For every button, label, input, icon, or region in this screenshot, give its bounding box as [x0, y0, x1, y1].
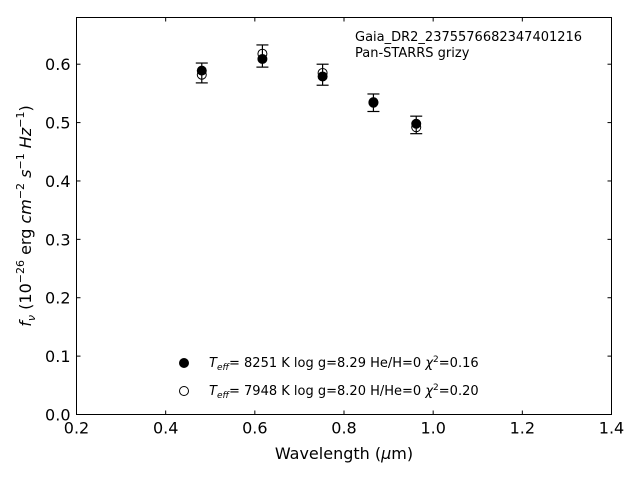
- x-tick-label: 1.2: [510, 419, 535, 438]
- point-filled: [257, 53, 268, 64]
- point-filled: [411, 118, 422, 129]
- plot-frame: [76, 17, 612, 415]
- x-axis: 0.2 0.4 0.6 0.8 1.0 1.2 1.4: [64, 17, 624, 438]
- y-axis-label: fν (10−26 erg cm−2 s−1 Hz−1): [14, 105, 38, 326]
- x-tick-label: 0.2: [64, 419, 89, 438]
- y-tick-label: 0.6: [45, 55, 70, 74]
- legend-marker-filled: [179, 358, 189, 368]
- legend-marker-open: [179, 386, 189, 396]
- x-axis-label: Wavelength (μm): [275, 444, 413, 463]
- x-tick-label: 1.4: [599, 419, 624, 438]
- legend-comp-2: H/He=0: [370, 384, 421, 399]
- x-tick-label: 1.0: [420, 419, 445, 438]
- point-open: [257, 48, 268, 59]
- x-tick-label: 0.6: [242, 419, 267, 438]
- y-tick-label: 0.2: [45, 289, 70, 308]
- legend-entry-2: Teff= 7948 K log g=8.20 H/He=0 χ2=0.20: [179, 383, 479, 401]
- y-tick-label: 0.1: [45, 347, 70, 366]
- legend-entry-1: Teff= 8251 K log g=8.29 He/H=0 χ2=0.16: [179, 355, 479, 373]
- legend-comp-1: He/H=0: [370, 356, 421, 371]
- annotation-star-id: Gaia_DR2_2375576682347401216: [355, 30, 582, 45]
- legend-label-2: Teff= 7948 K log g=8.20 H/He=0 χ2=0.20: [209, 383, 479, 401]
- legend-chi-1: =0.16: [439, 356, 479, 371]
- point-filled: [317, 71, 328, 82]
- legend: Teff= 8251 K log g=8.29 He/H=0 χ2=0.16 T…: [179, 355, 479, 401]
- y-tick-label: 0.4: [45, 172, 70, 191]
- point-open: [368, 97, 379, 108]
- point-open: [196, 69, 207, 80]
- x-tick-label: 0.4: [153, 419, 178, 438]
- x-tick-label: 0.8: [331, 419, 356, 438]
- y-tick-label: 0.0: [45, 406, 70, 425]
- y-tick-label: 0.5: [45, 114, 70, 133]
- y-axis: 0.0 0.1 0.2 0.3 0.4 0.5 0.6: [45, 55, 612, 425]
- y-tick-label: 0.3: [45, 230, 70, 249]
- legend-logg-2: log g=8.20: [294, 384, 366, 399]
- annotation-survey: Pan-STARRS grizy: [355, 46, 470, 61]
- legend-chi-2: =0.20: [439, 384, 479, 399]
- data-points: [196, 48, 422, 133]
- point-open: [411, 122, 422, 133]
- point-open: [317, 67, 328, 78]
- legend-logg-1: log g=8.29: [294, 356, 366, 371]
- legend-label-1: Teff= 8251 K log g=8.29 He/H=0 χ2=0.16: [209, 355, 479, 373]
- legend-teff-1: 8251 K: [244, 356, 290, 371]
- legend-teff-2: 7948 K: [244, 384, 290, 399]
